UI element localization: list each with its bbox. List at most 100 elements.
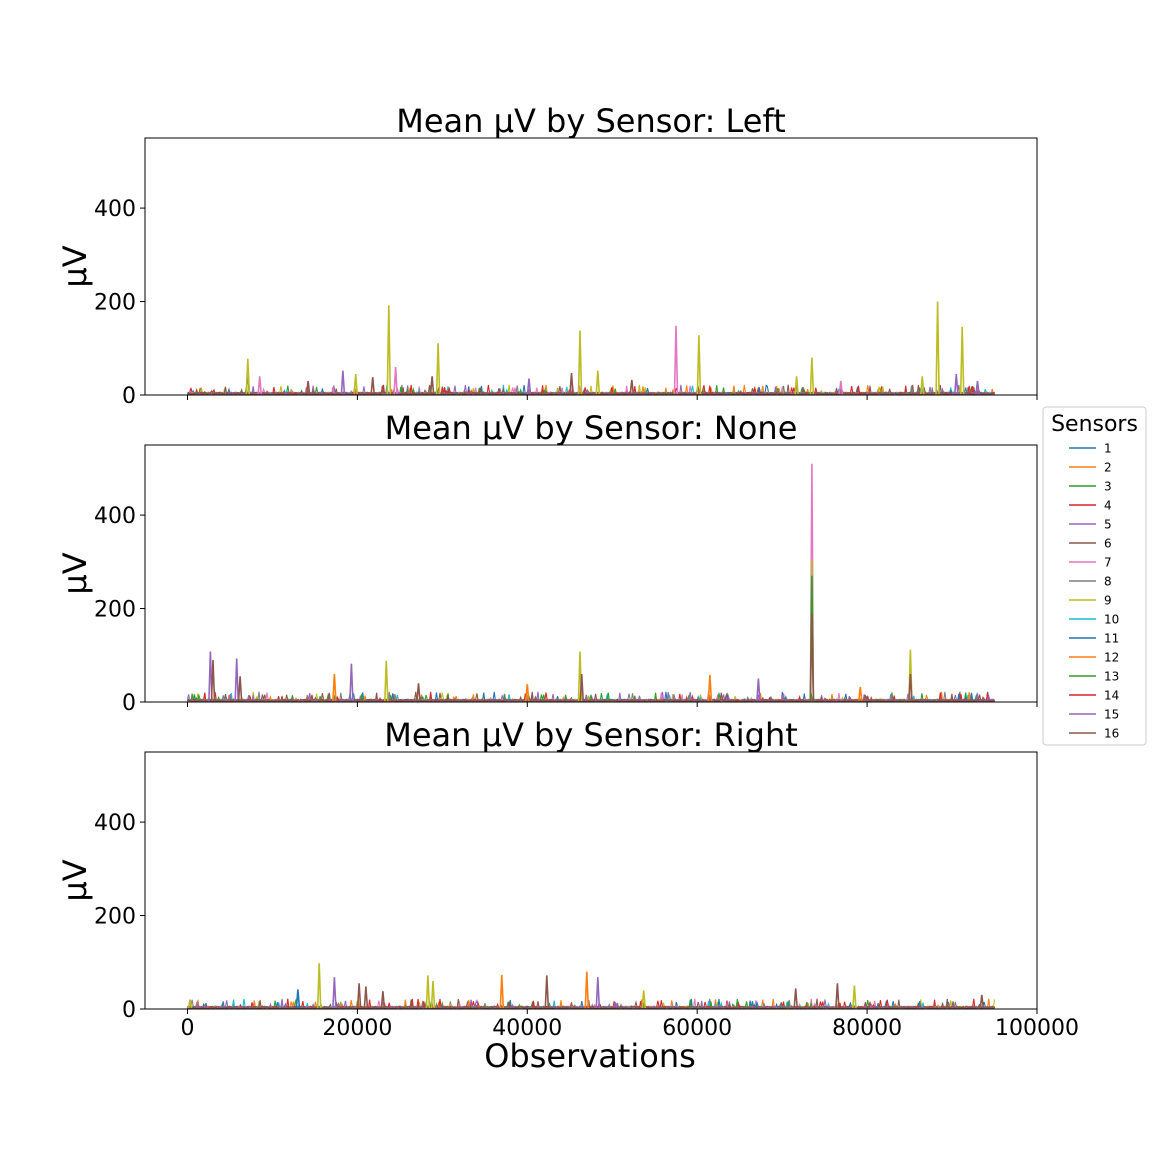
legend-label: 15: [1104, 708, 1119, 722]
y-tick-label: 400: [94, 504, 136, 529]
peak-point: [673, 325, 679, 395]
peak-point: [595, 370, 601, 395]
peak-point: [435, 343, 441, 395]
peak-point: [794, 376, 799, 395]
panel-title: Mean µV by Sensor: Right: [384, 716, 798, 754]
peak-point: [696, 335, 702, 395]
peak-point: [629, 379, 635, 395]
peak-point: [793, 988, 798, 1009]
peak-point: [809, 613, 815, 702]
peak-point: [544, 975, 550, 1009]
legend-box: [1042, 406, 1147, 746]
legend-label: 12: [1104, 651, 1119, 665]
peak-point: [499, 974, 505, 1009]
peak-point: [245, 358, 251, 395]
peak-point: [384, 660, 389, 702]
panel-title: Mean µV by Sensor: Left: [396, 102, 785, 140]
legend-label: 7: [1104, 556, 1112, 570]
peak-point: [569, 372, 574, 395]
legend-label: 16: [1104, 727, 1119, 741]
peak-point: [363, 986, 369, 1009]
peak-point: [595, 977, 601, 1009]
y-tick-label: 0: [122, 998, 136, 1023]
x-tick-label: 0: [180, 1016, 194, 1041]
legend-title: Sensors: [1051, 412, 1138, 437]
peak-point: [210, 659, 216, 702]
peak-point: [756, 678, 761, 702]
peak-point: [187, 999, 193, 1009]
peak-point: [935, 301, 940, 395]
peak-point: [979, 994, 985, 1009]
y-tick-label: 200: [94, 291, 136, 316]
peak-point: [393, 366, 398, 395]
peak-point: [349, 663, 354, 702]
legend-label: 13: [1104, 670, 1119, 684]
x-tick-label: 60000: [662, 1016, 732, 1041]
legend-label: 9: [1104, 594, 1112, 608]
peak-point: [234, 658, 239, 702]
panel-3: Mean µV by Sensor: Right µV 0 200 400 0 20000 4…: [56, 716, 1079, 1041]
y-tick-label: 400: [94, 811, 136, 836]
x-tick-label: 100000: [995, 1016, 1079, 1041]
plot-frame: [144, 444, 1038, 703]
peak-point: [835, 983, 840, 1009]
peak-point: [316, 963, 322, 1009]
peak-point: [380, 991, 386, 1009]
y-tick-label: 200: [94, 598, 136, 623]
legend-label: 14: [1104, 689, 1119, 703]
y-axis-label: µV: [56, 552, 94, 594]
panel-title: Mean µV by Sensor: None: [385, 409, 798, 447]
peak-point: [429, 376, 435, 395]
peak-point: [430, 980, 436, 1009]
x-axis-label: Observations: [484, 1037, 696, 1075]
peak-point: [425, 975, 431, 1009]
x-tick-label: 20000: [322, 1016, 392, 1041]
series-16-line: [187, 999, 995, 1009]
plot-area: [187, 301, 995, 395]
legend-label: 10: [1104, 613, 1119, 627]
peak-point: [353, 373, 358, 395]
y-tick-label: 0: [122, 691, 136, 716]
peak-point: [707, 674, 713, 702]
legend-label: 5: [1104, 518, 1112, 532]
peak-point: [356, 983, 362, 1009]
legend-label: 3: [1104, 480, 1112, 494]
legend-label: 2: [1104, 461, 1112, 475]
peak-point: [579, 673, 584, 702]
peak-point: [959, 326, 965, 395]
x-tick-label: 40000: [492, 1016, 562, 1041]
plot-frame: [144, 751, 1038, 1010]
peak-point: [370, 377, 375, 395]
peak-point: [332, 977, 337, 1009]
peak-point: [332, 673, 337, 702]
series-16-line: [187, 691, 995, 702]
peak-point: [416, 683, 421, 702]
peak-point: [584, 971, 590, 1009]
peak-point: [295, 989, 301, 1009]
y-tick-label: 200: [94, 905, 136, 930]
peak-point: [386, 305, 392, 395]
panel-2: Mean µV by Sensor: None µV 0 200 400: [56, 409, 1038, 716]
y-axis-label: µV: [56, 245, 94, 287]
peak-point: [954, 373, 959, 395]
panel-1: Mean µV by Sensor: Left µV 0 200 400: [56, 102, 1038, 409]
y-tick-label: 0: [122, 384, 136, 409]
peak-point: [858, 686, 863, 702]
legend-label: 8: [1104, 575, 1112, 589]
peak-point: [526, 378, 532, 395]
peak-point: [975, 380, 980, 395]
legend-label: 1: [1104, 442, 1112, 456]
peak-point: [305, 380, 311, 395]
peak-point: [908, 673, 913, 702]
peak-point: [340, 370, 346, 395]
x-tick-label: 80000: [832, 1016, 902, 1041]
peak-point: [237, 676, 243, 702]
peak-point: [257, 376, 262, 395]
legend-label: 4: [1104, 499, 1112, 513]
peak-point: [809, 357, 815, 395]
peak-point: [525, 684, 530, 702]
peak-point: [641, 990, 646, 1009]
